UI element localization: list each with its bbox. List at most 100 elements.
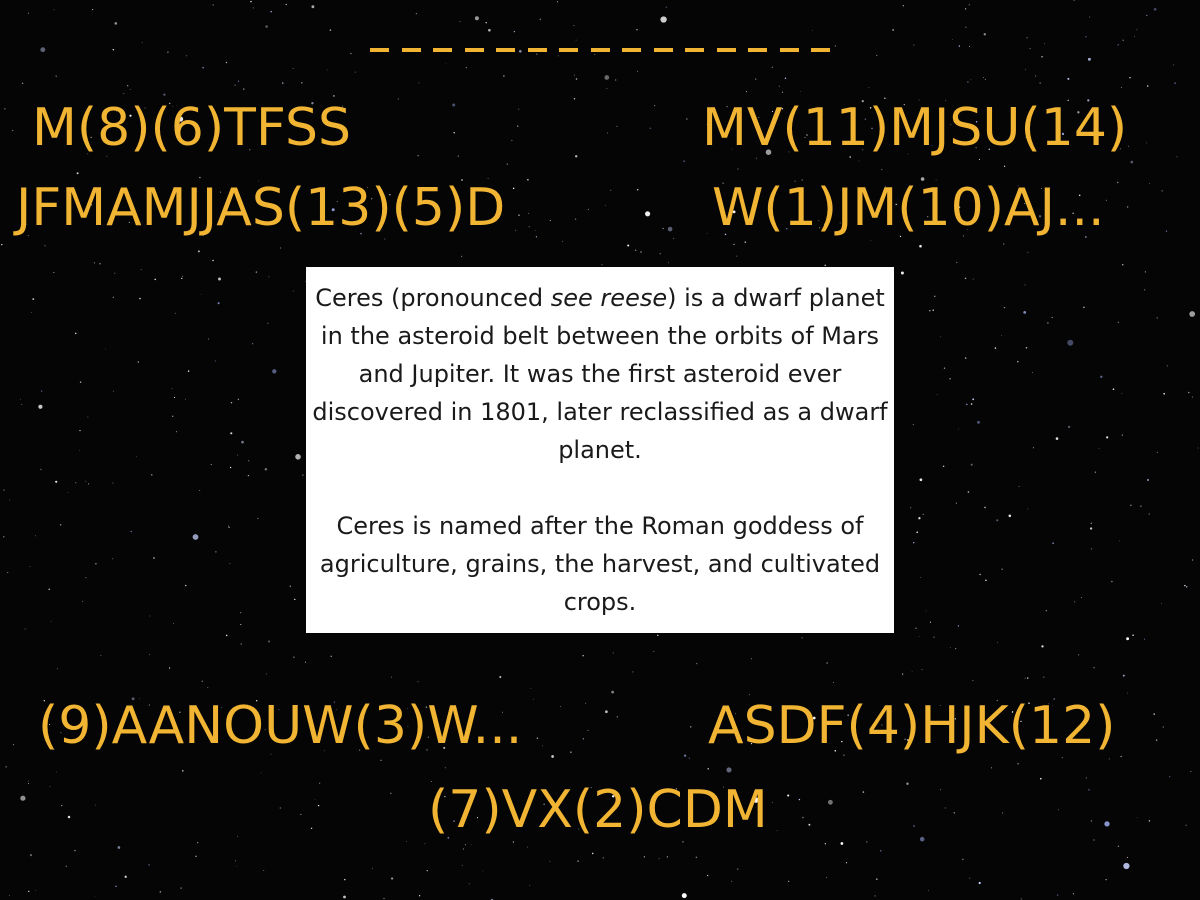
star: [390, 792, 392, 794]
star: [983, 33, 986, 36]
star: [722, 182, 724, 184]
star: [862, 149, 864, 151]
star: [1117, 181, 1119, 184]
star: [965, 357, 967, 359]
star: [130, 530, 132, 533]
star: [527, 179, 529, 181]
star: [407, 708, 408, 709]
star: [87, 416, 89, 418]
star: [380, 759, 382, 761]
star: [904, 738, 906, 740]
star: [919, 836, 925, 842]
star: [431, 781, 432, 782]
star: [270, 753, 272, 755]
star: [788, 151, 790, 153]
star: [106, 155, 108, 157]
star: [931, 145, 933, 147]
star: [128, 221, 130, 223]
star: [1111, 580, 1113, 583]
star: [195, 855, 197, 858]
star: [824, 843, 827, 845]
star: [515, 229, 517, 231]
star: [253, 7, 254, 9]
star: [114, 22, 118, 25]
answer-blank: [685, 48, 704, 52]
star: [1122, 674, 1125, 677]
star: [229, 563, 231, 565]
star: [996, 699, 998, 702]
star: [585, 702, 587, 704]
star: [756, 157, 758, 159]
star: [1048, 703, 1050, 705]
star: [304, 661, 306, 663]
answer-blank: [464, 48, 484, 52]
star: [79, 429, 81, 432]
star: [240, 612, 242, 614]
star: [21, 82, 24, 85]
star: [952, 39, 954, 40]
star: [840, 842, 844, 845]
star: [247, 474, 250, 477]
star: [237, 454, 239, 456]
star: [461, 179, 463, 181]
star: [913, 44, 915, 46]
star: [156, 197, 158, 199]
star: [168, 102, 171, 105]
star: [868, 87, 870, 89]
star: [55, 771, 57, 773]
star: [151, 474, 153, 476]
star: [29, 566, 31, 567]
star: [460, 255, 463, 258]
star: [141, 42, 143, 44]
star: [794, 180, 796, 182]
star: [573, 24, 575, 27]
answer-blank: [559, 48, 578, 52]
star: [115, 885, 117, 888]
star: [1072, 212, 1074, 214]
star: [801, 637, 803, 639]
star: [383, 897, 385, 899]
star: [112, 296, 114, 299]
clue-bottom-left: (9)AANOUW(3)W...: [38, 696, 523, 756]
star: [48, 588, 50, 590]
answer-blank: [653, 48, 673, 52]
star: [317, 804, 320, 807]
star: [482, 870, 484, 872]
star: [536, 53, 538, 55]
star: [425, 706, 428, 708]
star: [632, 671, 634, 673]
clue-bottom-right: ASDF(4)HJK(12): [708, 696, 1116, 756]
star: [366, 186, 368, 188]
answer-blank: [811, 48, 830, 52]
answer-blank: [370, 48, 389, 52]
star: [1100, 375, 1103, 378]
star: [264, 467, 268, 471]
star: [1089, 16, 1091, 18]
star: [912, 424, 914, 426]
star: [1148, 820, 1151, 822]
star: [1146, 478, 1150, 482]
star: [696, 662, 698, 665]
star: [915, 627, 917, 629]
star: [3, 535, 5, 538]
star: [749, 694, 750, 696]
star: [417, 155, 419, 157]
star: [1043, 676, 1045, 678]
star: [1104, 821, 1110, 827]
star: [1191, 396, 1194, 398]
star: [1078, 654, 1080, 656]
star: [207, 686, 209, 689]
star: [1088, 788, 1090, 791]
star: [485, 22, 487, 24]
star: [1067, 425, 1071, 429]
star: [154, 278, 156, 281]
star: [1074, 601, 1076, 603]
star: [149, 653, 150, 655]
star: [1120, 755, 1122, 758]
star: [85, 577, 87, 579]
star: [683, 160, 685, 162]
star: [970, 463, 973, 466]
star: [1130, 504, 1132, 507]
star: [834, 45, 836, 47]
star: [129, 89, 131, 90]
